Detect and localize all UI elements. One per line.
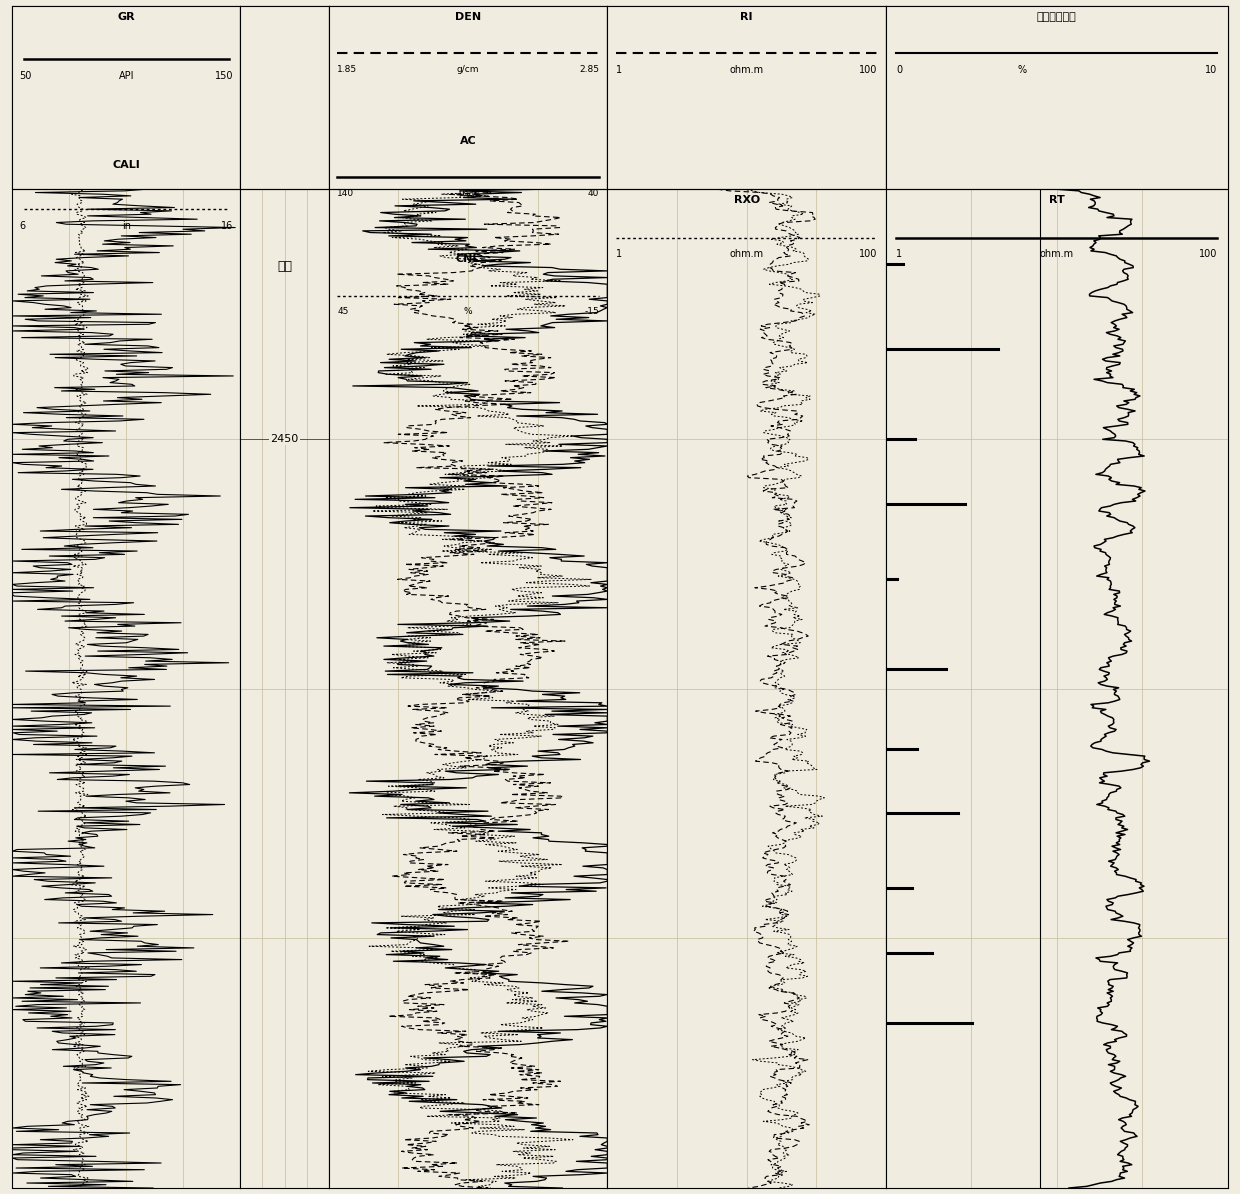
Text: AC: AC [460, 136, 476, 146]
Text: 140: 140 [337, 189, 355, 198]
Text: 岩心钙质含量: 岩心钙质含量 [1037, 12, 1076, 21]
Text: 1: 1 [616, 66, 621, 75]
Text: 深度: 深度 [277, 259, 293, 272]
Text: CALI: CALI [113, 160, 140, 170]
Text: 100: 100 [859, 250, 878, 259]
Text: 1: 1 [616, 250, 621, 259]
Text: ohm.m: ohm.m [729, 250, 764, 259]
Text: 2450: 2450 [270, 433, 299, 444]
Text: RXO: RXO [734, 195, 760, 205]
Text: 100: 100 [859, 66, 878, 75]
Text: API: API [119, 70, 134, 81]
Text: CNL: CNL [456, 254, 480, 264]
Text: 50: 50 [20, 70, 31, 81]
Text: ohm.m: ohm.m [729, 66, 764, 75]
Text: g/cm: g/cm [456, 66, 480, 74]
Text: 45: 45 [337, 307, 348, 316]
Bar [329, 6, 608, 189]
Text: 6: 6 [20, 221, 25, 232]
Text: -15: -15 [584, 307, 599, 316]
Text: %: % [464, 307, 472, 316]
Bar [608, 6, 885, 189]
Bar [241, 6, 329, 189]
Text: 150: 150 [215, 70, 233, 81]
Text: 1: 1 [897, 250, 903, 259]
Text: μs/ft: μs/ft [458, 189, 479, 198]
Text: RI: RI [740, 12, 753, 21]
Text: RT: RT [1049, 195, 1065, 205]
Text: 16: 16 [221, 221, 233, 232]
Bar [885, 6, 1228, 189]
Text: GR: GR [118, 12, 135, 21]
Text: 1.85: 1.85 [337, 66, 357, 74]
Text: 10: 10 [1205, 66, 1218, 75]
Text: ohm.m: ohm.m [1039, 250, 1074, 259]
Text: 100: 100 [1199, 250, 1218, 259]
Text: 40: 40 [588, 189, 599, 198]
Text: in: in [122, 221, 131, 232]
Text: %: % [1018, 66, 1027, 75]
Text: DEN: DEN [455, 12, 481, 21]
Text: 0: 0 [897, 66, 903, 75]
Text: 2.85: 2.85 [579, 66, 599, 74]
Bar [12, 6, 241, 189]
